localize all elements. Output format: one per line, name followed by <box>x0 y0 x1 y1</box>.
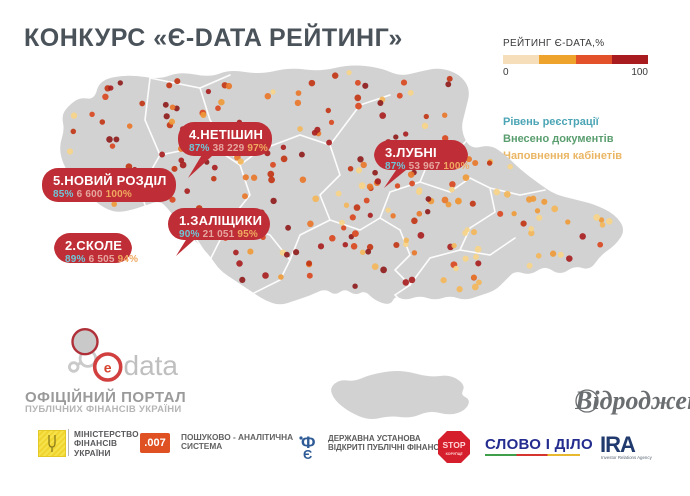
svg-text:STOP: STOP <box>443 440 466 450</box>
svg-text:e: e <box>104 360 112 376</box>
svg-text:Investor Relations Agency: Investor Relations Agency <box>601 455 653 460</box>
svg-text:КОРУПЦІЇ: КОРУПЦІЇ <box>446 452 464 456</box>
svg-text:IRA: IRA <box>600 432 636 457</box>
svg-text:Є: Є <box>303 447 312 462</box>
svg-text:data: data <box>124 350 179 381</box>
